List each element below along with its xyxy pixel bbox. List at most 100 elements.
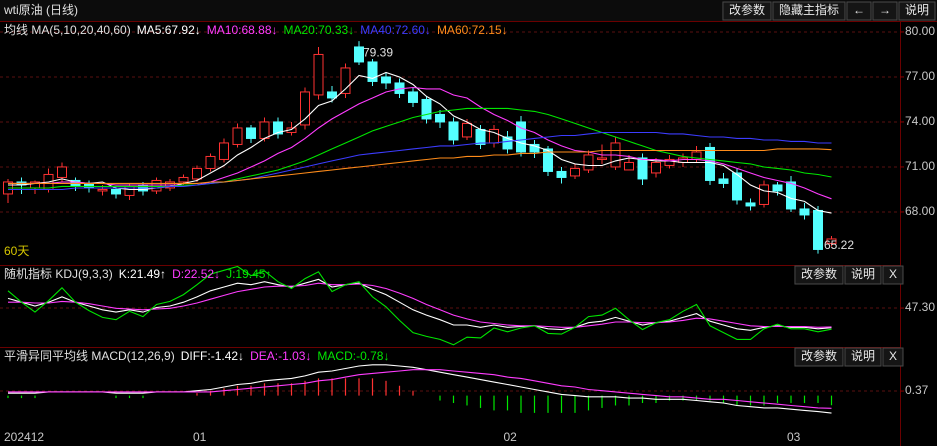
button-label: ← [853, 3, 865, 17]
button-frame [898, 1, 936, 21]
candle-body [178, 176, 189, 183]
candle-body [354, 46, 364, 63]
candle-body [786, 181, 796, 210]
candle-body [759, 184, 769, 205]
high-annotation: 79.39 [363, 45, 393, 59]
candle-body [327, 91, 337, 99]
legend-entry: K:21.49↑ [119, 267, 166, 281]
candle-body [799, 208, 810, 216]
candle-body [556, 170, 567, 178]
button-frame [794, 265, 844, 285]
y-tick-label: 47.30 [905, 300, 935, 314]
candle-body [516, 121, 526, 153]
button-frame [772, 1, 846, 21]
candle-body [624, 161, 634, 171]
series-line [8, 148, 832, 184]
candle-body [813, 209, 823, 250]
legend-entry: MA60:72.15↓ [437, 23, 508, 37]
button[interactable]: 隐藏主指标 [772, 1, 846, 21]
candle-body [705, 146, 715, 181]
legend-entry: DIFF:-1.42↓ [181, 349, 244, 363]
candle-body [772, 184, 783, 192]
top-bar [0, 0, 937, 21]
legend-entry: MA20:70.33↓ [284, 23, 355, 37]
button-frame [882, 265, 904, 285]
candle-body [192, 167, 202, 180]
series-line [8, 107, 832, 189]
candle-body [219, 142, 229, 160]
y-tick-label: 80.00 [905, 24, 935, 38]
legend-entry: MA10:68.88↓ [207, 23, 278, 37]
button[interactable]: 改参数 [794, 347, 844, 367]
candle-body [421, 98, 432, 120]
candle-body [826, 238, 837, 244]
candle-body [408, 91, 418, 103]
series-line [8, 364, 832, 414]
legend-entry: MA40:72.60↓ [360, 23, 431, 37]
button[interactable]: 说明 [844, 347, 882, 367]
y-tick-label: 77.00 [905, 69, 935, 83]
button-label: X [889, 349, 897, 363]
button-label: X [889, 267, 897, 281]
candle-body [651, 161, 661, 174]
y-tick-label: 68.00 [905, 204, 935, 218]
series-line [8, 86, 832, 200]
button-frame [846, 1, 872, 21]
series-line [8, 71, 832, 214]
candle-body [313, 53, 324, 96]
panel-title: 随机指标 KDJ(9,3,3) [4, 266, 113, 281]
button[interactable]: 说明 [898, 1, 936, 21]
candle-body [340, 67, 351, 94]
button-label: 说明 [851, 348, 875, 363]
candle-body [664, 158, 675, 166]
button[interactable]: → [872, 1, 898, 21]
button[interactable]: 改参数 [722, 1, 772, 21]
candle-body [448, 121, 459, 141]
x-tick-label: 03 [787, 430, 801, 444]
button-frame [872, 1, 898, 21]
button-label: 改参数 [801, 266, 837, 281]
series-line [7, 278, 832, 331]
candle-body [300, 91, 310, 126]
candle-body [57, 166, 67, 178]
panel-title: 均线 MA(5,10,20,40,60) [4, 23, 131, 37]
button[interactable]: 说明 [844, 265, 882, 285]
panel-title: 平滑异同平均线 MACD(12,26,9) [4, 349, 175, 363]
candle-body [111, 188, 121, 195]
button-label: → [879, 3, 891, 17]
candle-body [570, 167, 580, 177]
button[interactable]: X [882, 347, 904, 367]
candle-body [205, 155, 216, 169]
candle-body [745, 202, 756, 207]
candle-body [583, 154, 594, 171]
candle-body [232, 127, 243, 145]
button[interactable]: X [882, 265, 904, 285]
candle-body [381, 76, 391, 84]
page-title: wti原油 (日线) [3, 3, 78, 17]
legend-entry: MA5:67.92↓ [137, 23, 201, 37]
candle-body [259, 121, 270, 139]
button-frame [844, 265, 882, 285]
button-label: 隐藏主指标 [779, 2, 839, 17]
candle-body [367, 61, 378, 82]
button-label: 说明 [851, 266, 875, 281]
button-label: 说明 [905, 2, 929, 17]
candle-body [97, 188, 108, 192]
x-tick-label: 202412 [4, 430, 44, 444]
x-tick-label: 01 [193, 430, 207, 444]
candle-body [637, 157, 648, 180]
button[interactable]: 改参数 [794, 265, 844, 285]
candle-body [84, 182, 94, 189]
candle-body [718, 178, 729, 184]
x-tick-label: 02 [504, 430, 518, 444]
candle-body [435, 113, 445, 123]
button[interactable]: ← [846, 1, 872, 21]
candle-body [462, 122, 472, 138]
period-label: 60天 [4, 244, 29, 258]
series-line [7, 265, 832, 346]
legend-entry: MACD:-0.78↓ [317, 349, 389, 363]
series-line [8, 282, 832, 328]
candle-body [475, 128, 486, 145]
series-line [8, 369, 832, 409]
